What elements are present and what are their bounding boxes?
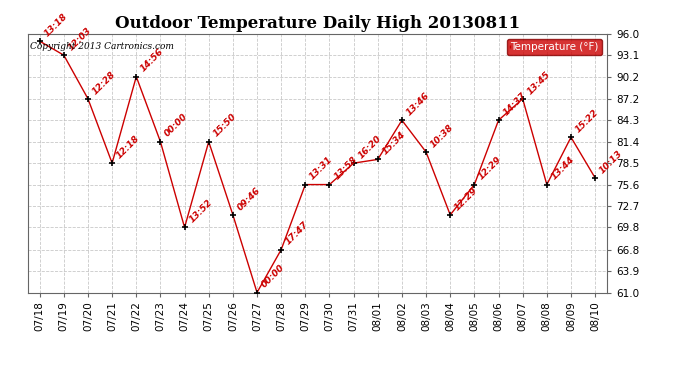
Text: 00:00: 00:00 — [164, 112, 190, 139]
Text: 00:00: 00:00 — [260, 263, 286, 290]
Text: 12:29: 12:29 — [477, 155, 504, 182]
Text: 12:28: 12:28 — [91, 69, 117, 96]
Text: 12:18: 12:18 — [115, 134, 141, 160]
Text: 13:31: 13:31 — [308, 155, 335, 182]
Text: Copyright 2013 Cartronics.com: Copyright 2013 Cartronics.com — [30, 42, 175, 51]
Text: 14:56: 14:56 — [139, 47, 166, 74]
Text: 09:46: 09:46 — [236, 186, 262, 212]
Text: 15:50: 15:50 — [212, 112, 238, 139]
Text: 16:20: 16:20 — [357, 134, 383, 160]
Title: Outdoor Temperature Daily High 20130811: Outdoor Temperature Daily High 20130811 — [115, 15, 520, 32]
Text: 14:37: 14:37 — [502, 91, 528, 117]
Text: 13:44: 13:44 — [550, 155, 576, 182]
Text: 12:03: 12:03 — [67, 26, 93, 53]
Text: 10:38: 10:38 — [429, 123, 455, 149]
Text: 15:22: 15:22 — [574, 108, 600, 135]
Text: 10:13: 10:13 — [598, 148, 624, 175]
Text: 13:58: 13:58 — [333, 155, 359, 182]
Text: 13:46: 13:46 — [405, 91, 431, 117]
Text: 17:47: 17:47 — [284, 220, 310, 247]
Legend: Temperature (°F): Temperature (°F) — [507, 39, 602, 55]
Text: 15:34: 15:34 — [381, 130, 407, 157]
Text: 13:52: 13:52 — [188, 198, 214, 225]
Text: 12:29: 12:29 — [453, 186, 480, 212]
Text: 13:45: 13:45 — [526, 69, 552, 96]
Text: 13:18: 13:18 — [43, 12, 69, 38]
